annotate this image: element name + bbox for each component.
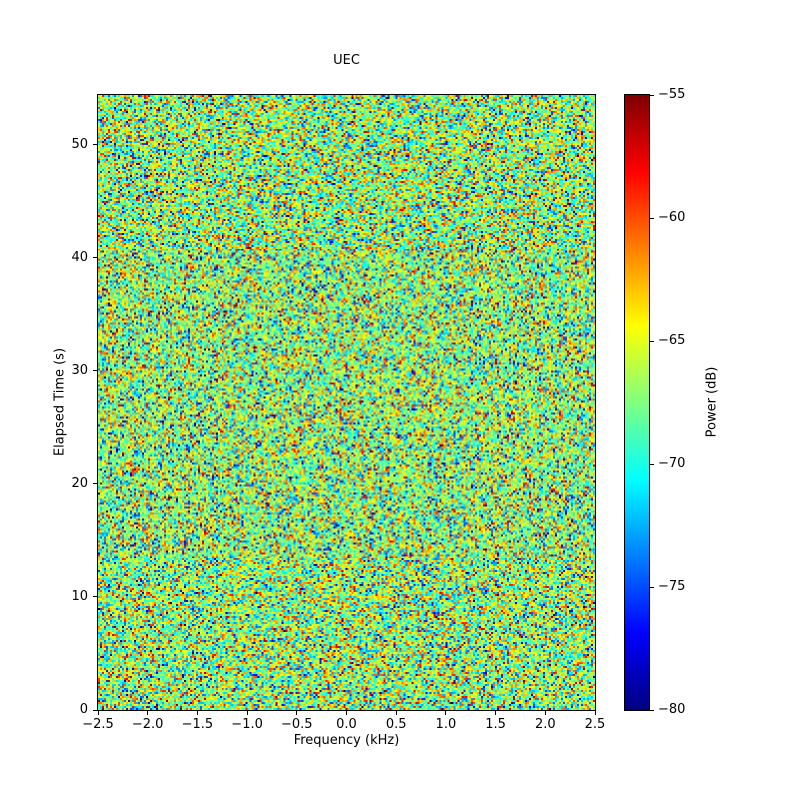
x-axis-label: Frequency (kHz) — [293, 733, 400, 748]
colorbar-tick-mark — [650, 340, 654, 342]
x-tick-mark — [147, 711, 149, 715]
y-tick-mark — [93, 370, 97, 372]
x-tick-label: 2.5 — [584, 717, 606, 732]
x-tick-label: −2.0 — [131, 717, 164, 732]
x-tick-mark — [246, 711, 248, 715]
x-tick-label: 0.0 — [336, 717, 357, 732]
colorbar-tick-label: −60 — [658, 210, 686, 225]
colorbar-tick-mark — [650, 94, 654, 96]
x-tick-label: 1.0 — [435, 717, 457, 732]
colorbar-tick-label: −55 — [658, 87, 686, 102]
x-tick-label: 2.0 — [534, 717, 556, 732]
x-tick-label: −2.5 — [82, 717, 114, 732]
colorbar-tick-mark — [650, 709, 654, 711]
colorbar-label: Power (dB) — [704, 366, 720, 438]
x-tick-mark — [594, 711, 596, 715]
y-tick-mark — [93, 709, 97, 711]
x-tick-label: −1.5 — [181, 717, 214, 732]
colorbar-tick-label: −80 — [658, 702, 686, 717]
y-tick-label: 40 — [71, 249, 88, 265]
x-tick-mark — [296, 711, 298, 715]
x-tick-mark — [395, 711, 397, 715]
colorbar-tick-label: −70 — [658, 456, 686, 471]
colorbar-tick-mark — [650, 463, 654, 465]
colorbar-tick-label: −65 — [658, 333, 686, 348]
y-tick-label: 10 — [71, 588, 88, 604]
x-tick-mark — [346, 711, 347, 715]
x-tick-label: −0.5 — [281, 717, 313, 732]
x-tick-label: 1.5 — [485, 717, 506, 732]
x-tick-label: 0.5 — [385, 717, 407, 732]
spectrogram-canvas — [98, 95, 595, 710]
x-tick-mark — [196, 711, 198, 715]
y-tick-mark — [93, 144, 97, 146]
colorbar-tick-label: −75 — [658, 579, 686, 594]
x-tick-label: −1.0 — [231, 717, 263, 732]
colorbar — [624, 94, 650, 711]
y-tick-label: 0 — [79, 702, 88, 717]
plot-area — [97, 94, 596, 711]
colorbar-tick-mark — [650, 586, 654, 588]
y-tick-label: 20 — [71, 475, 88, 491]
x-tick-mark — [544, 711, 546, 715]
y-tick-label: 30 — [71, 362, 88, 378]
x-tick-mark — [97, 711, 99, 715]
y-tick-mark — [93, 596, 97, 598]
y-tick-label: 50 — [71, 136, 88, 152]
x-tick-mark — [495, 711, 497, 715]
colorbar-tick-mark — [650, 217, 654, 219]
figure-title: UEC — [333, 53, 360, 68]
x-tick-mark — [445, 711, 447, 715]
y-tick-mark — [93, 483, 97, 485]
y-tick-mark — [93, 257, 97, 259]
